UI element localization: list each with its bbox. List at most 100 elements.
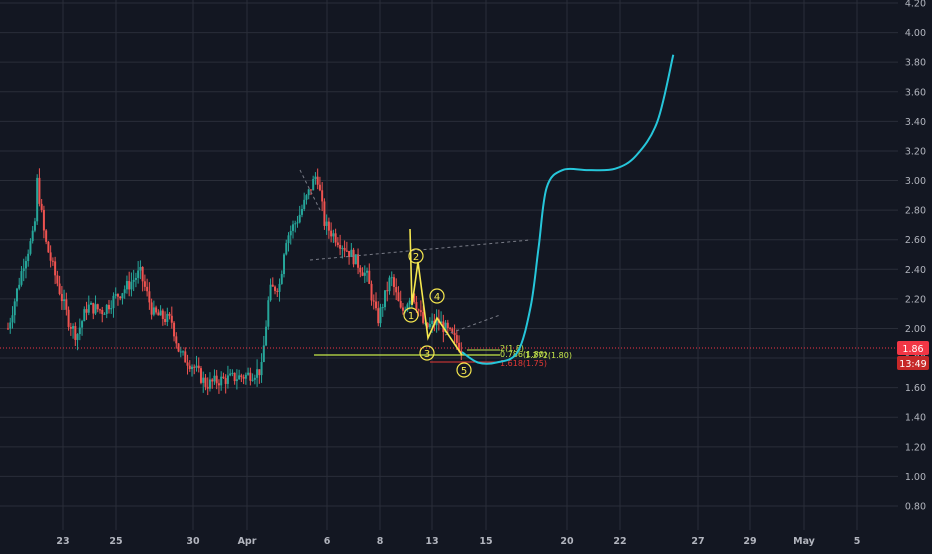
candle-body[interactable]	[383, 290, 386, 308]
candle-body[interactable]	[352, 249, 355, 265]
candle-body[interactable]	[11, 315, 14, 323]
candle-body[interactable]	[406, 304, 409, 311]
candle-body[interactable]	[368, 270, 371, 284]
candle-body[interactable]	[186, 362, 189, 366]
candle-body[interactable]	[107, 304, 110, 310]
candle-body[interactable]	[235, 379, 238, 382]
candle-body[interactable]	[157, 312, 160, 316]
candle-body[interactable]	[148, 291, 151, 303]
candle-body[interactable]	[105, 304, 108, 314]
candle-body[interactable]	[204, 377, 207, 387]
candle-body[interactable]	[247, 372, 250, 375]
candle-body[interactable]	[422, 312, 425, 323]
candle-body[interactable]	[345, 250, 348, 252]
candle-body[interactable]	[78, 327, 81, 335]
candle-body[interactable]	[350, 249, 353, 258]
candle-body[interactable]	[139, 266, 142, 271]
candle-body[interactable]	[417, 309, 420, 311]
time-axis[interactable]: 23 25 30 Apr 6 8 13 15 20 22 27 29 May 5	[56, 536, 860, 547]
candle-body[interactable]	[298, 214, 301, 223]
candle-body[interactable]	[182, 351, 185, 353]
candle-body[interactable]	[431, 320, 434, 324]
candle-body[interactable]	[269, 284, 272, 301]
candle-body[interactable]	[31, 230, 34, 242]
candle-body[interactable]	[309, 189, 312, 191]
candle-body[interactable]	[377, 308, 380, 324]
candle-body[interactable]	[76, 334, 79, 340]
candle-body[interactable]	[426, 322, 429, 328]
candle-body[interactable]	[18, 284, 21, 289]
candle-body[interactable]	[63, 299, 66, 302]
candle-body[interactable]	[92, 302, 95, 314]
candle-body[interactable]	[36, 177, 39, 222]
candle-body[interactable]	[386, 290, 389, 292]
candle-body[interactable]	[381, 307, 384, 309]
candle-body[interactable]	[392, 277, 395, 287]
candle-body[interactable]	[314, 176, 317, 180]
candle-body[interactable]	[170, 315, 173, 323]
candle-body[interactable]	[168, 313, 171, 316]
candle-body[interactable]	[276, 290, 279, 292]
candle-body[interactable]	[265, 326, 268, 346]
candle-body[interactable]	[397, 292, 400, 302]
candle-body[interactable]	[271, 284, 274, 287]
candle-body[interactable]	[303, 199, 306, 210]
candle-body[interactable]	[444, 322, 447, 333]
candle-body[interactable]	[99, 309, 102, 311]
candle-body[interactable]	[283, 254, 286, 275]
candle-body[interactable]	[24, 261, 27, 269]
candle-body[interactable]	[388, 277, 391, 292]
candle-body[interactable]	[199, 368, 202, 383]
candle-body[interactable]	[285, 243, 288, 255]
projection-curve[interactable]	[461, 54, 675, 365]
candle-body[interactable]	[13, 301, 16, 316]
candle-body[interactable]	[173, 322, 176, 337]
candle-body[interactable]	[213, 375, 216, 382]
candle-body[interactable]	[359, 267, 362, 273]
candle-body[interactable]	[42, 209, 45, 231]
candle-body[interactable]	[69, 326, 72, 329]
candle-body[interactable]	[435, 318, 438, 326]
candle-body[interactable]	[357, 254, 360, 268]
candle-body[interactable]	[300, 209, 303, 215]
candle-body[interactable]	[370, 283, 373, 301]
candle-body[interactable]	[152, 307, 155, 315]
candle-body[interactable]	[244, 374, 247, 379]
candle-body[interactable]	[177, 343, 180, 352]
candle-body[interactable]	[226, 375, 229, 384]
candle-body[interactable]	[348, 250, 351, 258]
candle-body[interactable]	[81, 321, 84, 328]
candle-body[interactable]	[262, 345, 265, 362]
candle-body[interactable]	[166, 313, 169, 322]
candle-body[interactable]	[211, 379, 214, 382]
candle-body[interactable]	[159, 310, 162, 316]
candle-body[interactable]	[343, 247, 346, 251]
candle-body[interactable]	[249, 372, 252, 381]
candle-body[interactable]	[220, 376, 223, 386]
candle-body[interactable]	[390, 277, 393, 279]
candle-body[interactable]	[287, 235, 290, 244]
candle-body[interactable]	[419, 310, 422, 313]
candle-body[interactable]	[116, 294, 119, 297]
candle-body[interactable]	[413, 293, 416, 303]
candle-body[interactable]	[379, 307, 382, 324]
candle-body[interactable]	[240, 375, 243, 378]
candle-body[interactable]	[336, 242, 339, 246]
candle-body[interactable]	[45, 230, 48, 242]
candle-body[interactable]	[224, 378, 227, 384]
candle-body[interactable]	[193, 366, 196, 368]
candle-body[interactable]	[83, 309, 86, 322]
candle-body[interactable]	[458, 342, 461, 351]
elliott-wave-line[interactable]	[409, 228, 463, 356]
candle-body[interactable]	[260, 361, 263, 376]
candle-body[interactable]	[354, 254, 357, 265]
candle-body[interactable]	[440, 321, 443, 324]
candle-body[interactable]	[27, 253, 30, 262]
candle-body[interactable]	[291, 224, 294, 231]
candle-body[interactable]	[229, 373, 232, 376]
candle-body[interactable]	[206, 386, 209, 389]
candle-body[interactable]	[289, 230, 292, 236]
candle-body[interactable]	[341, 247, 344, 249]
candle-body[interactable]	[307, 189, 310, 196]
